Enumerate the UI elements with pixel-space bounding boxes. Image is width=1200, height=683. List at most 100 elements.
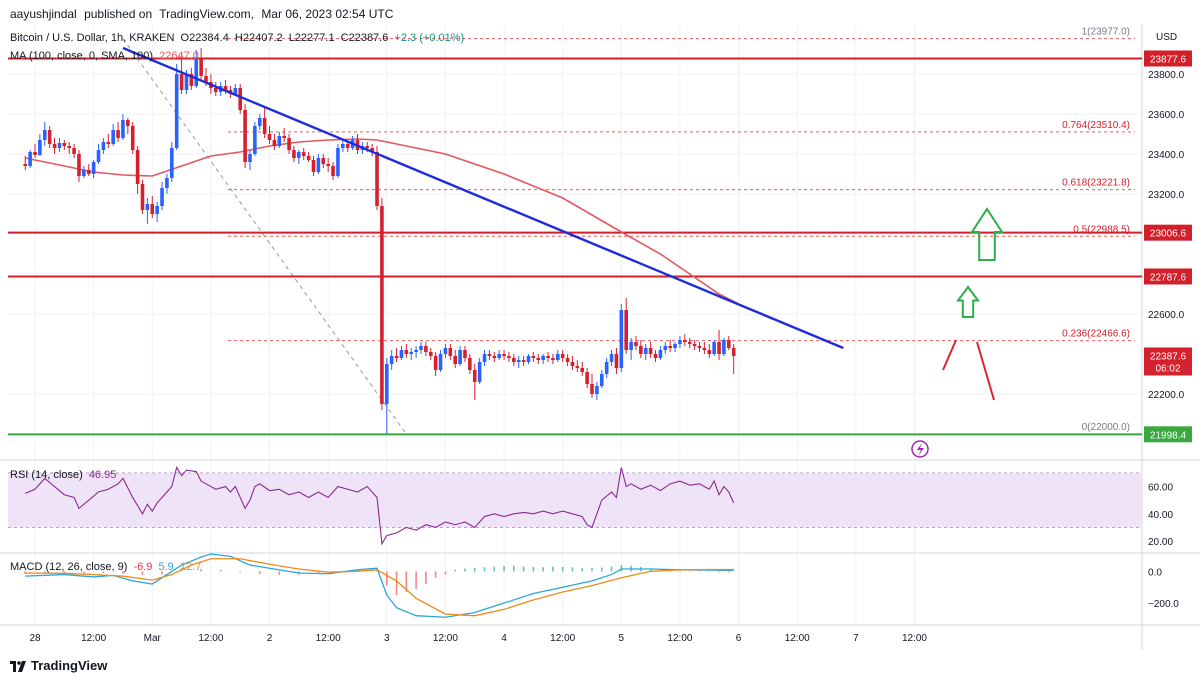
ma-legend[interactable]: MA (100, close, 0, SMA, 100) 22647.0: [10, 50, 202, 62]
candle-body: [52, 144, 57, 148]
candle-body: [683, 340, 687, 342]
macd-histogram-bar: [434, 571, 437, 578]
candle-body: [326, 164, 330, 166]
author-name[interactable]: aayushjindal: [10, 7, 77, 21]
rsi-legend[interactable]: RSI (14, close) 46.95: [10, 469, 119, 481]
candle-body: [609, 354, 614, 362]
candle-body: [687, 342, 692, 344]
candle-body: [91, 162, 96, 174]
candle-body: [150, 204, 155, 214]
candle: [477, 358, 482, 384]
candle: [42, 122, 47, 146]
candle: [297, 150, 301, 164]
candle: [551, 354, 555, 364]
candle-body: [541, 356, 545, 360]
candle-body: [277, 136, 282, 146]
candle-body: [443, 348, 448, 354]
candle: [82, 166, 86, 178]
macd-histogram-bar: [385, 571, 388, 586]
symbol-legend[interactable]: Bitcoin / U.S. Dollar, 1h, KRAKEN O22384…: [10, 32, 467, 44]
time-tick-label: 12:00: [785, 633, 810, 644]
candle-body: [389, 356, 394, 364]
time-tick-label: 7: [853, 633, 859, 644]
candle-body: [653, 354, 658, 358]
macd-histogram-bar: [102, 571, 105, 573]
candle-body: [448, 348, 453, 356]
macd-histogram-bar: [141, 571, 144, 575]
macd-histogram-bar: [571, 567, 574, 572]
macd-legend[interactable]: MACD (12, 26, close, 9) -6.9 5.9 12.7: [10, 561, 204, 573]
candle-body: [438, 354, 443, 370]
macd-histogram-bar: [258, 571, 261, 575]
macd-tick-label: 0.0: [1148, 567, 1162, 578]
candle-body: [477, 362, 482, 382]
macd-histogram-bar: [688, 571, 691, 572]
candle: [282, 128, 286, 142]
candle: [399, 346, 404, 360]
candle-body: [72, 148, 76, 154]
level-price-label: 22787.6: [1150, 272, 1187, 283]
platform-name: TradingView.com,: [159, 7, 254, 21]
time-tick-label: 5: [619, 633, 625, 644]
candle-body: [135, 150, 140, 184]
ohlc-close: C22387.6: [340, 32, 389, 44]
candle: [570, 356, 575, 370]
candle-body: [624, 310, 629, 350]
candle-body: [482, 354, 487, 362]
candle-body: [673, 344, 677, 348]
candle: [370, 144, 374, 156]
macd-histogram-bar: [542, 567, 544, 572]
candle: [658, 346, 663, 360]
time-tick-label: Mar: [144, 633, 162, 644]
candle: [546, 352, 550, 362]
macd-histogram-bar: [728, 571, 730, 573]
candle: [179, 54, 184, 94]
candle-body: [717, 342, 721, 354]
candle: [443, 344, 448, 358]
candle-body: [463, 350, 467, 358]
candle-body: [233, 88, 238, 94]
candle: [306, 152, 311, 162]
candle-body: [262, 118, 267, 134]
candle-body: [282, 136, 286, 138]
candle: [468, 354, 472, 374]
candle: [731, 344, 736, 374]
candle-body: [614, 354, 619, 368]
candlestick-chart[interactable]: 1(23977.0) 0.764(23510.4) 0.618(23221.8) 0.…: [0, 0, 1200, 650]
candle-body: [731, 348, 736, 356]
macd-histogram-bar: [532, 566, 535, 572]
candle: [414, 346, 418, 358]
candle-body: [243, 110, 247, 162]
candle: [673, 342, 677, 352]
candle: [106, 134, 111, 148]
macd-signal-value: 12.7: [179, 561, 202, 573]
macd-histogram-bar: [483, 567, 486, 572]
candle-body: [424, 346, 428, 352]
rsi-tick-label: 60.00: [1148, 483, 1173, 494]
candle-body: [599, 374, 604, 386]
candle: [126, 118, 130, 134]
candle-body: [42, 130, 47, 140]
candle: [463, 346, 467, 362]
macd-histogram-bar: [581, 568, 584, 572]
projection-line: [976, 341, 995, 401]
candle-body: [414, 350, 418, 352]
price-tick-label: 23600.0: [1148, 110, 1185, 121]
candle: [394, 348, 399, 362]
bearish-trend-line: [122, 46, 844, 350]
rsi-label: RSI (14, close): [10, 469, 83, 481]
candle-body: [565, 358, 570, 362]
candle-body: [604, 362, 609, 374]
current-price-label: 22387.6: [1150, 351, 1187, 362]
current-price-tag: [1144, 347, 1192, 376]
candle: [653, 350, 658, 362]
macd-histogram-bar: [317, 571, 320, 574]
bar-countdown-label: 06:02: [1155, 363, 1180, 374]
time-tick-label: 12:00: [198, 633, 223, 644]
macd-histogram-bar: [122, 571, 124, 574]
candle-body: [394, 356, 399, 358]
candle-body: [287, 138, 291, 150]
candle: [96, 144, 101, 164]
candle: [160, 182, 164, 210]
candle-body: [174, 74, 179, 148]
